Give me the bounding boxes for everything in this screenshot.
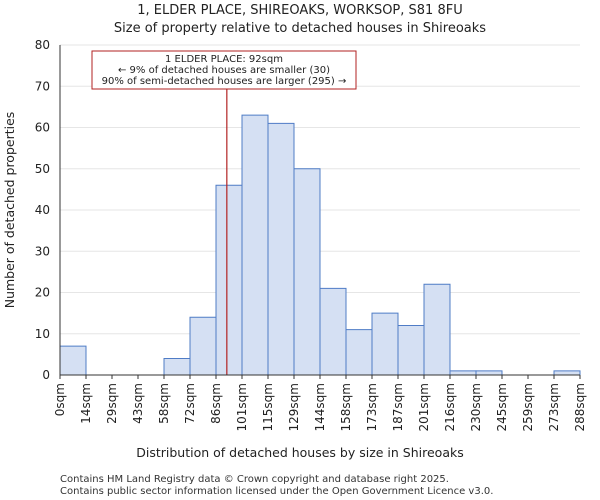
y-ticks: 0 10 20 30 40 50 60 70 80: [35, 38, 50, 382]
bar: [215, 184, 243, 376]
x-tick-label: 72sqm: [183, 383, 197, 424]
bar: [553, 370, 581, 376]
bar: [59, 345, 87, 376]
x-tick-label: 216sqm: [443, 383, 457, 431]
x-ticks: 0sqm 14sqm 29sqm 43sqm 58sqm 72sqm 86sqm 101sqm…: [53, 375, 587, 431]
footer-line-2: Contains public sector information licen…: [60, 486, 493, 497]
y-tick-label: 0: [42, 368, 50, 382]
bar: [397, 325, 425, 376]
x-tick-label: 29sqm: [105, 383, 119, 424]
annotation-line-1: 1 ELDER PLACE: 92sqm: [165, 54, 283, 65]
y-tick-label: 70: [35, 79, 50, 93]
x-tick-label: 173sqm: [365, 383, 379, 431]
y-tick-label: 10: [35, 327, 50, 341]
bar: [449, 370, 477, 376]
annotation: 1 ELDER PLACE: 92sqm ← 9% of detached ho…: [91, 50, 357, 90]
x-tick-label: 43sqm: [131, 383, 145, 424]
bars: [59, 114, 581, 376]
x-tick-label: 144sqm: [313, 383, 327, 431]
x-tick-label: 86sqm: [209, 383, 223, 424]
x-tick-label: 101sqm: [235, 383, 249, 431]
bar: [189, 316, 217, 376]
footer-line-1: Contains HM Land Registry data © Crown c…: [60, 474, 449, 485]
chart-subtitle: Size of property relative to detached ho…: [114, 21, 486, 36]
annotation-line-2: ← 9% of detached houses are smaller (30): [118, 65, 330, 76]
bar: [163, 358, 191, 376]
x-tick-label: 245sqm: [495, 383, 509, 431]
y-tick-label: 80: [35, 38, 50, 52]
y-tick-label: 20: [35, 286, 50, 300]
y-tick-label: 60: [35, 121, 50, 135]
bar: [241, 114, 269, 376]
y-tick-label: 40: [35, 203, 50, 217]
x-tick-label: 129sqm: [287, 383, 301, 431]
x-tick-label: 14sqm: [79, 383, 93, 424]
x-tick-label: 201sqm: [417, 383, 431, 431]
x-tick-label: 0sqm: [53, 383, 67, 416]
x-tick-label: 273sqm: [547, 383, 561, 431]
bar: [475, 370, 503, 376]
chart-title: 1, ELDER PLACE, SHIREOAKS, WORKSOP, S81 …: [137, 3, 462, 18]
bar: [423, 283, 451, 376]
x-tick-label: 230sqm: [469, 383, 483, 431]
bar: [293, 168, 321, 376]
bar: [371, 312, 399, 376]
x-tick-label: 288sqm: [573, 383, 587, 431]
x-tick-label: 58sqm: [157, 383, 171, 424]
x-tick-label: 187sqm: [391, 383, 405, 431]
bar: [319, 287, 347, 376]
bar: [345, 329, 373, 376]
y-tick-label: 30: [35, 244, 50, 258]
annotation-line-3: 90% of semi-detached houses are larger (…: [102, 76, 347, 87]
bar: [267, 122, 295, 376]
annotation-box: [91, 50, 357, 90]
x-axis-label: Distribution of detached houses by size …: [136, 445, 464, 460]
y-axis-label: Number of detached properties: [2, 112, 17, 309]
y-tick-label: 50: [35, 162, 50, 176]
x-tick-label: 115sqm: [261, 383, 275, 431]
x-tick-label: 158sqm: [339, 383, 353, 431]
x-tick-label: 259sqm: [521, 383, 535, 431]
